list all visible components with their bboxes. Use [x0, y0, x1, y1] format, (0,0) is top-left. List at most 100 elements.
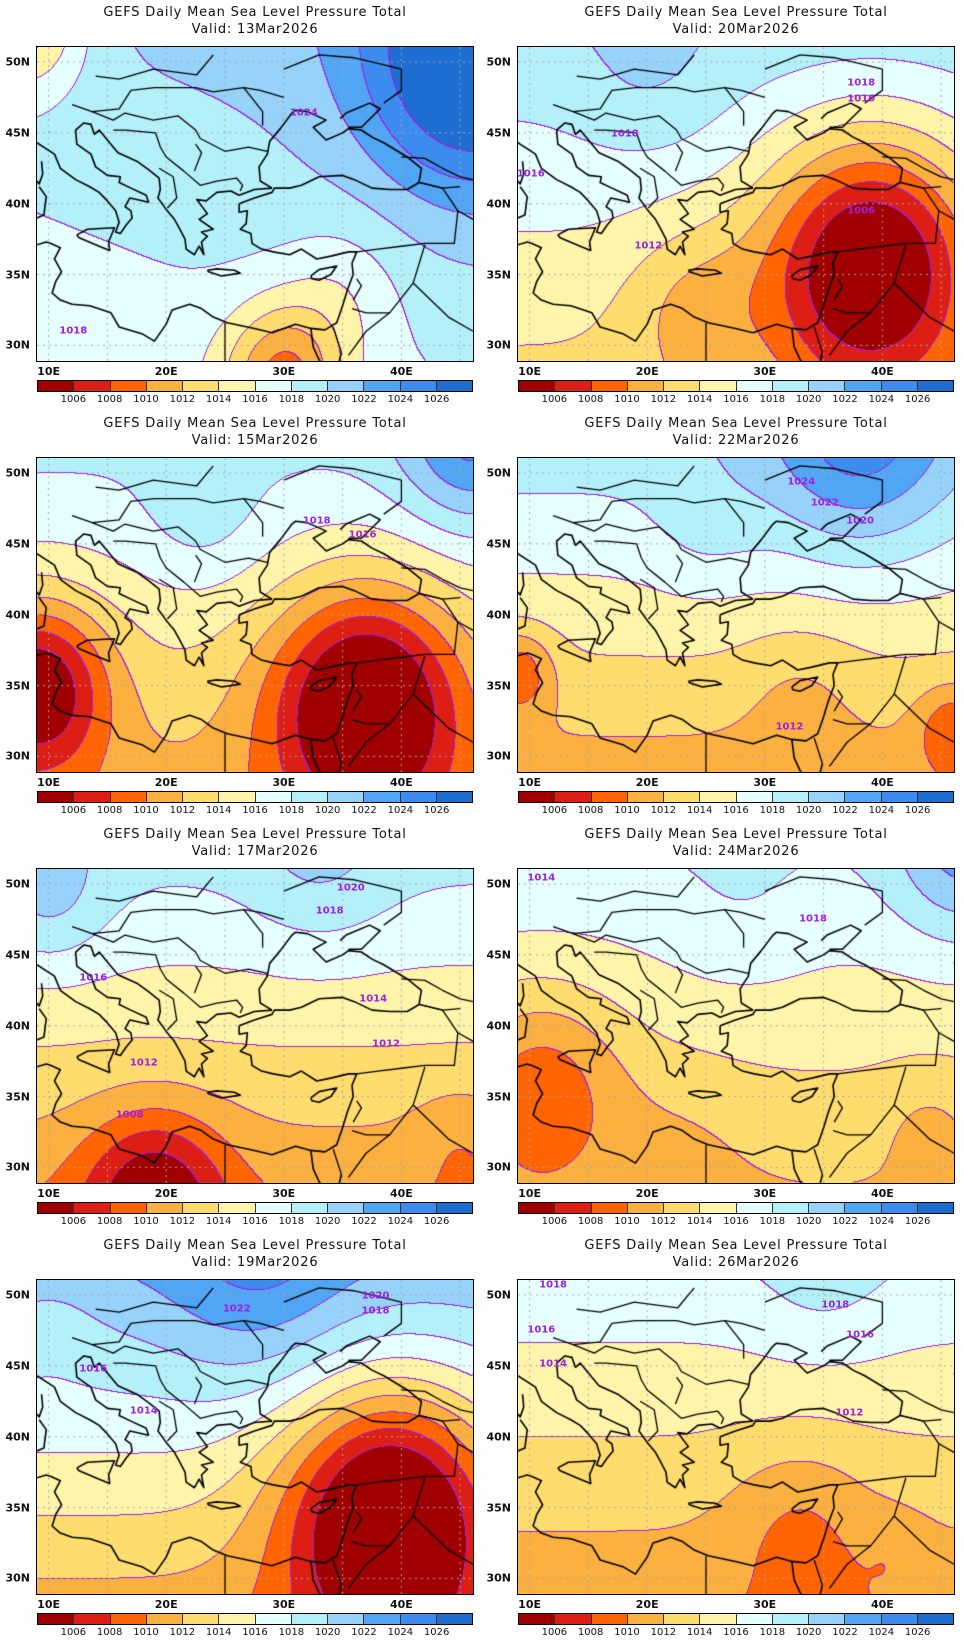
panel-valid-date: Valid: 17Mar2026: [191, 844, 319, 859]
pressure-map: 1024 1018: [36, 46, 474, 362]
latitude-label: 45N: [5, 1359, 30, 1373]
contour-label: 1020: [336, 882, 365, 894]
longitude-label: 40E: [870, 365, 894, 378]
panel-title: GEFS Daily Mean Sea Level Pressure Total: [103, 416, 407, 431]
colorbar-swatch: [845, 1614, 882, 1624]
colorbar-swatch: [519, 1203, 556, 1213]
colorbar-label: 1016: [242, 394, 268, 405]
colorbar-label: 1006: [60, 394, 87, 405]
longitude-label: 20E: [635, 776, 659, 789]
colorbar-label: 1014: [205, 805, 232, 816]
colorbar-label: 1020: [314, 394, 341, 405]
colorbar-label: 1014: [686, 1627, 713, 1638]
colorbar-swatch: [555, 1614, 592, 1624]
latitude-label: 45N: [5, 537, 30, 551]
colorbar-swatch: [436, 1203, 472, 1213]
colorbar-label: 1024: [387, 1216, 414, 1227]
contour-label: 1024: [787, 476, 816, 488]
colorbar-swatch: [364, 381, 401, 391]
longitude-label: 20E: [154, 365, 178, 378]
colorbar-label: 1022: [351, 805, 377, 816]
colorbar-label: 1006: [60, 1216, 87, 1227]
contour-label: 1018: [302, 515, 331, 527]
colorbar-swatch: [38, 792, 75, 802]
colorbar-label: 1010: [133, 394, 159, 405]
colorbar-label: 1022: [832, 1216, 858, 1227]
colorbar-swatch: [38, 1614, 75, 1624]
map-panel: GEFS Daily Mean Sea Level Pressure Total…: [0, 822, 482, 1233]
longitude-label: 10E: [37, 776, 61, 789]
latitude-label: 40N: [486, 1019, 511, 1033]
longitude-label: 10E: [37, 1187, 61, 1200]
colorbar-swatch: [38, 381, 75, 391]
colorbar-swatch: [664, 1614, 701, 1624]
colorbar-swatch: [917, 1614, 953, 1624]
colorbar-swatch: [400, 381, 437, 391]
latitude-label: 40N: [486, 197, 511, 211]
latitude-label: 40N: [5, 1019, 30, 1033]
map-panel: GEFS Daily Mean Sea Level Pressure Total…: [0, 1233, 482, 1644]
colorbar-label: 1008: [577, 1216, 604, 1227]
colorbar-label: 1018: [759, 1216, 786, 1227]
colorbar-label: 1024: [387, 394, 414, 405]
latitude-label: 35N: [5, 679, 30, 693]
colorbar-swatch: [591, 381, 628, 391]
latitude-label: 45N: [486, 948, 511, 962]
colorbar-swatch: [700, 792, 737, 802]
colorbar-swatch: [917, 1203, 953, 1213]
colorbar-swatch: [74, 381, 111, 391]
colorbar-label: 1010: [614, 1627, 640, 1638]
colorbar-swatch: [255, 381, 292, 391]
contour-label: 1018: [539, 1279, 568, 1291]
latitude-label: 30N: [486, 338, 511, 352]
latitude-label: 35N: [486, 679, 511, 693]
colorbar-label: 1012: [650, 394, 677, 405]
longitude-label: 10E: [37, 1598, 61, 1611]
colorbar: [518, 1613, 954, 1625]
pressure-field-canvas: [37, 458, 473, 772]
colorbar-label: 1010: [614, 805, 640, 816]
longitude-label: 10E: [518, 1187, 542, 1200]
colorbar-label: 1022: [351, 1216, 377, 1227]
colorbar-label: 1014: [686, 1216, 713, 1227]
colorbar-label: 1018: [278, 805, 305, 816]
colorbar-swatch: [255, 1203, 292, 1213]
contour-label: 1016: [846, 1329, 874, 1341]
contour-label: 1012: [835, 1407, 864, 1419]
colorbar-label: 1018: [278, 394, 305, 405]
colorbar-label: 1012: [169, 394, 196, 405]
colorbar-label: 1020: [795, 1627, 822, 1638]
colorbar-label: 1006: [541, 1627, 568, 1638]
colorbar-label: 1022: [832, 394, 858, 405]
colorbar-swatch: [664, 792, 701, 802]
colorbar-swatch: [219, 792, 256, 802]
pressure-field-canvas: [518, 47, 954, 361]
colorbar-label: 1024: [387, 805, 414, 816]
colorbar-swatch: [881, 792, 918, 802]
colorbar-swatch: [183, 792, 220, 802]
colorbar-label: 1010: [133, 1216, 159, 1227]
colorbar-swatch: [591, 1614, 628, 1624]
colorbar-label: 1024: [868, 394, 895, 405]
latitude-label: 50N: [5, 466, 30, 480]
panel-valid-date: Valid: 15Mar2026: [191, 433, 319, 448]
latitude-label: 40N: [5, 1430, 30, 1444]
colorbar-label: 1016: [723, 394, 749, 405]
pressure-field-canvas: [37, 1280, 473, 1594]
colorbar-swatch: [555, 1203, 592, 1213]
colorbar-swatch: [219, 1614, 256, 1624]
latitude-label: 50N: [486, 466, 511, 480]
colorbar-label: 1016: [242, 1216, 268, 1227]
colorbar-label: 1024: [868, 805, 895, 816]
longitude-label: 30E: [753, 776, 777, 789]
longitude-label: 30E: [753, 1598, 777, 1611]
map-panel: GEFS Daily Mean Sea Level Pressure Total…: [0, 0, 482, 411]
colorbar-swatch: [183, 381, 220, 391]
colorbar-swatch: [110, 792, 147, 802]
colorbar-swatch: [809, 1614, 846, 1624]
longitude-label: 10E: [518, 365, 542, 378]
map-panel: GEFS Daily Mean Sea Level Pressure Total…: [481, 0, 963, 411]
longitude-label: 40E: [389, 365, 413, 378]
colorbar-swatch: [627, 792, 664, 802]
colorbar-swatch: [436, 792, 472, 802]
